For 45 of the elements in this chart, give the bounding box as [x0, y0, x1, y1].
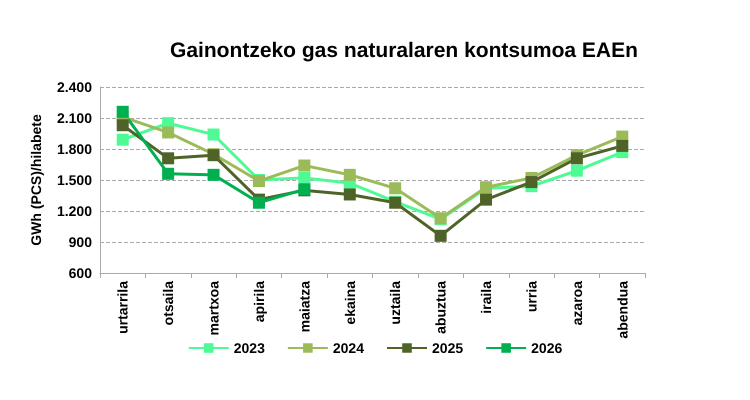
y-tick-label: 1.200: [56, 203, 92, 219]
point: [116, 134, 129, 146]
point: [116, 119, 129, 132]
x-tick-label: abuztua: [432, 280, 449, 334]
x-tick-label: azaroa: [568, 280, 585, 326]
x-tick-label: martxoa: [206, 280, 222, 336]
y-tick-label: 2.400: [56, 79, 92, 95]
point: [434, 230, 447, 242]
legend-label: 2023: [234, 340, 266, 356]
point: [570, 164, 583, 177]
y-tick-label: 1.500: [56, 172, 92, 188]
x-tick-label: otsaila: [160, 280, 176, 326]
point: [208, 128, 220, 141]
point: [162, 168, 174, 180]
y-tick-label: 600: [68, 265, 92, 281]
x-tick-label: apirila: [250, 280, 267, 322]
y-axis-title: GWh (PCS)/hilabete: [28, 114, 44, 246]
point: [298, 172, 310, 184]
point: [298, 160, 310, 172]
x-tick-label: ekaina: [342, 280, 358, 325]
point: [570, 152, 583, 164]
y-tick-label: 1.800: [56, 141, 92, 157]
legend-label: 2025: [432, 340, 464, 356]
x-tick-label: maiatza: [296, 280, 312, 332]
point: [162, 126, 174, 138]
legend-label: 2024: [332, 340, 364, 356]
point: [525, 176, 538, 188]
x-tick-label: urria: [523, 280, 540, 312]
chart-title: Gainontzeko gas naturalaren kontsumoa EAEn: [170, 39, 638, 62]
legend-label: 2026: [531, 340, 563, 356]
point: [116, 106, 129, 118]
x-tick-label: uztaila: [387, 280, 404, 325]
point: [162, 152, 174, 164]
x-tick-label: urtarrila: [114, 280, 131, 334]
point: [344, 168, 356, 181]
x-tick-label: abendua: [614, 280, 630, 339]
point: [480, 194, 492, 206]
point: [389, 182, 402, 194]
y-tick-label: 2.100: [56, 110, 92, 126]
point: [344, 188, 356, 200]
point: [252, 196, 265, 209]
point: [616, 140, 628, 152]
x-tick-label: iraila: [478, 280, 494, 314]
point: [208, 168, 220, 181]
y-tick-label: 900: [68, 234, 92, 250]
